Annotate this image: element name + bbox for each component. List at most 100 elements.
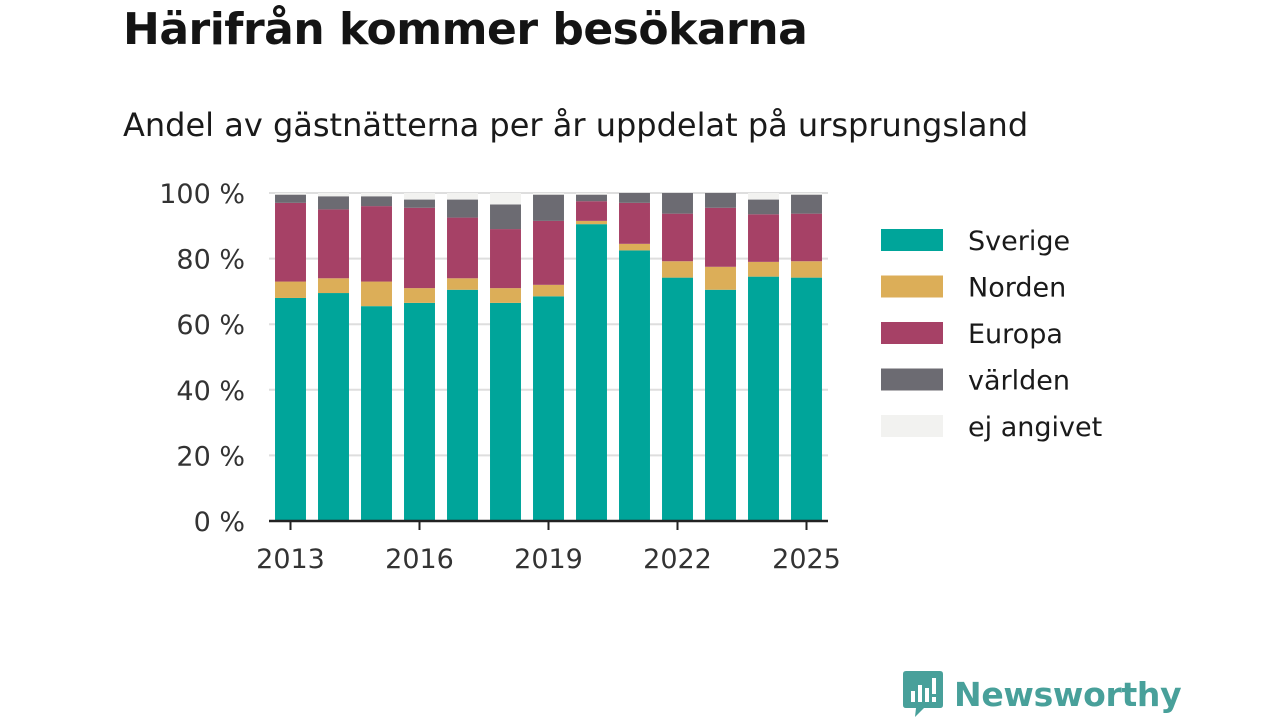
bar-segment-Europa [533,220,564,285]
x-tick-label: 2025 [772,544,841,575]
bar-segment-Europa [361,206,392,282]
legend-swatch [881,229,943,251]
bar-segment-Europa [490,229,521,289]
bar-segment-Norden [533,284,564,297]
legend-item: ej angivet [881,412,1102,443]
y-tick-label: 100 % [159,179,245,210]
bar-segment-Europa [576,201,607,221]
bar-segment-Europa [662,213,693,262]
bar-segment-ej-angivet [361,193,392,197]
bar-segment-världen [447,199,478,218]
legend-item: Sverige [881,226,1070,257]
bar-segment-Norden [318,278,349,294]
bar-segment-Norden [361,281,392,307]
y-tick-label: 0 % [194,507,245,538]
bar-stack-2017 [447,193,478,521]
bar-segment-Europa [275,202,306,282]
bar-segment-Norden [748,261,779,277]
bar-segment-Europa [619,202,650,244]
bar-stack-2020 [576,193,607,521]
bar-segment-Europa [318,209,349,279]
bar-segment-ej-angivet [748,193,779,200]
bar-segment-ej-angivet [404,193,435,200]
bar-segment-Norden [275,281,306,298]
bar-segment-världen [490,204,521,230]
bar-segment-Sverige [748,276,779,521]
chart-title: Härifrån kommer besökarna [123,4,808,55]
legend-item: Europa [881,319,1063,350]
bar-segment-ej-angivet [447,193,478,200]
brand-name: Newsworthy [954,674,1182,714]
bar-stack-2019 [533,193,564,521]
bar-segment-Norden [490,288,521,303]
bar-segment-ej-angivet [318,193,349,197]
bar-segment-Norden [576,220,607,225]
bar-segment-ej-angivet [490,193,521,205]
y-tick-label: 60 % [176,310,245,341]
legend-swatch [881,415,943,437]
bar-segment-världen [705,193,736,208]
bar-segment-Sverige [533,296,564,521]
y-tick-label: 40 % [176,376,245,407]
bar-segment-Sverige [662,277,693,521]
bar-segment-Europa [404,207,435,289]
bar-segment-Sverige [619,250,650,521]
x-tick-label: 2013 [256,544,325,575]
legend-label: Sverige [968,226,1070,257]
bar-stack-2013 [275,193,306,521]
bar-segment-Sverige [447,289,478,521]
legend-item: Norden [881,273,1066,304]
bar-segment-världen [361,196,392,207]
legend-swatch [881,368,943,391]
bar-segment-världen [748,199,779,215]
chart-subtitle: Andel av gästnätterna per år uppdelat på… [123,106,1029,144]
y-tick-label: 80 % [176,245,245,276]
bar-segment-Norden [705,266,736,290]
bar-stack-2022 [662,193,693,521]
bar-segment-Norden [447,278,478,290]
bar-segment-världen [533,194,564,221]
bar-segment-Europa [705,207,736,267]
newsworthy-logo: Newsworthy [902,669,1182,719]
legend-label: Europa [968,319,1063,350]
bar-segment-världen [318,196,349,210]
bar-segment-världen [619,193,650,203]
bar-segment-Sverige [361,306,392,521]
bar-stack-2016 [404,193,435,521]
bar-stack-2023 [705,193,736,521]
bars [275,193,822,521]
x-tick-label: 2022 [643,544,712,575]
legend-label: Norden [968,273,1066,304]
y-tick-label: 20 % [176,441,245,472]
bar-segment-världen [275,194,306,203]
newsworthy-logo-icon [903,671,943,717]
legend-label: ej angivet [968,412,1102,443]
y-axis-ticks: 0 % 20 % 40 % 60 % 80 % 100 % [159,179,245,538]
bar-segment-världen [791,194,822,214]
bar-segment-ej-angivet [275,193,306,195]
bar-segment-världen [662,193,693,214]
legend-label: världen [968,366,1070,397]
bar-stack-2024 [748,193,779,521]
bar-stack-2018 [490,193,521,521]
bar-segment-Norden [791,261,822,278]
bar-segment-Sverige [705,289,736,521]
bar-segment-ej-angivet [576,193,607,195]
legend: Sverige Norden Europa världen ej angivet [881,226,1102,443]
bar-segment-världen [404,199,435,208]
bar-segment-Sverige [275,297,306,521]
bar-segment-Sverige [791,277,822,521]
bar-stack-2015 [361,193,392,521]
bar-segment-Sverige [490,302,521,521]
bar-segment-Sverige [318,293,349,521]
legend-item: världen [881,366,1070,397]
bar-segment-Norden [619,243,650,251]
bar-stack-2021 [619,193,650,521]
x-tick-label: 2016 [385,544,454,575]
stacked-bar-chart: 2013 2016 2019 2022 2025 0 % 20 % 40 % 60 % 80 %… [159,179,1102,575]
bar-segment-Norden [662,261,693,278]
x-tick-label: 2019 [514,544,583,575]
bar-segment-Europa [748,214,779,262]
bar-segment-Europa [447,217,478,279]
bar-segment-ej-angivet [533,193,564,195]
